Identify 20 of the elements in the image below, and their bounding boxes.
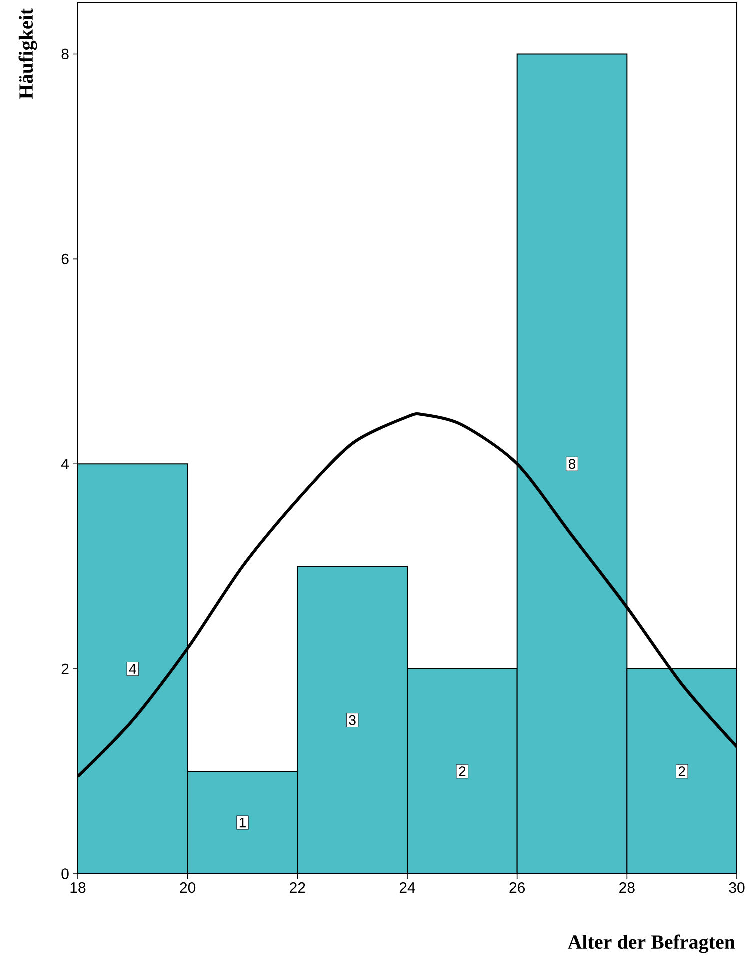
y-axis-title: Häufigkeit xyxy=(18,8,38,100)
data-label: 2 xyxy=(459,766,466,776)
x-tick-label: 24 xyxy=(400,882,416,894)
data-label: 8 xyxy=(568,459,576,470)
x-tick-label: 22 xyxy=(290,882,306,894)
data-label: 1 xyxy=(240,818,246,828)
data-label: 2 xyxy=(678,766,686,776)
y-tick-label: 0 xyxy=(62,868,69,880)
y-tick-label: 2 xyxy=(62,664,69,674)
x-tick-label: 18 xyxy=(70,882,86,894)
y-tick-label: 6 xyxy=(62,254,69,264)
y-tick-label: 8 xyxy=(62,48,69,60)
x-tick-label: 20 xyxy=(180,882,196,894)
x-tick-label: 26 xyxy=(510,882,526,894)
data-label: 4 xyxy=(129,664,136,674)
y-tick-label: 4 xyxy=(61,458,70,470)
x-axis-title: Alter der Befragten xyxy=(568,934,736,954)
x-tick-label: 28 xyxy=(620,882,635,894)
data-label: 3 xyxy=(349,715,356,726)
x-tick-label: 30 xyxy=(729,882,745,894)
